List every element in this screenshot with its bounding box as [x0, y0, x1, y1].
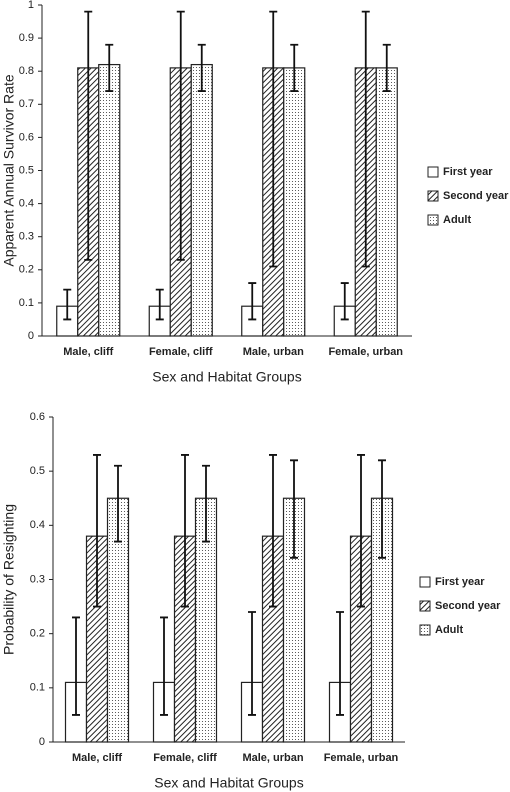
legend-swatch [427, 214, 439, 226]
x-tick-label: Female, urban [328, 346, 403, 358]
y-tick-label: 0.5 [30, 465, 45, 477]
y-tick-label: 0.2 [30, 628, 45, 640]
legend-swatch [427, 190, 439, 202]
x-axis-title: Sex and Habitat Groups [152, 369, 301, 385]
legend-label: Second year [443, 190, 509, 202]
x-tick-label: Male, cliff [72, 752, 122, 764]
bar [283, 67, 306, 337]
y-tick-label: 0.1 [30, 682, 45, 694]
x-tick-label: Male, urban [243, 346, 304, 358]
y-tick-label: 0.4 [30, 519, 45, 531]
y-tick-label: 1 [28, 0, 34, 11]
error-bar [248, 282, 257, 321]
y-tick-label: 0.9 [19, 32, 34, 44]
error-bar [114, 464, 122, 543]
error-bar [93, 454, 101, 608]
y-tick-label: 0.4 [19, 198, 34, 210]
x-tick-label: Male, cliff [63, 346, 113, 358]
y-tick-label: 0.2 [19, 264, 34, 276]
error-bar [336, 611, 344, 716]
y-axis-title: Probability of Resighting [1, 504, 17, 655]
legend-label: Second year [435, 600, 501, 612]
legend-label: First year [435, 576, 485, 588]
y-tick-label: 0 [39, 736, 45, 748]
error-bar [63, 288, 72, 321]
error-bar [202, 464, 210, 543]
error-bar [378, 459, 386, 559]
bar [190, 63, 213, 337]
error-bar [382, 43, 391, 92]
y-tick-label: 0.5 [19, 164, 34, 176]
legend-swatch [419, 576, 431, 588]
error-bar [357, 454, 365, 608]
y-tick-label: 0 [28, 330, 34, 342]
x-tick-label: Male, urban [242, 752, 303, 764]
error-bar [105, 43, 114, 92]
error-bar [160, 616, 168, 716]
legend-swatch [427, 166, 439, 178]
y-tick-label: 0.6 [30, 411, 45, 423]
legend-swatch [419, 624, 431, 636]
bar [375, 67, 398, 337]
error-bar [84, 10, 93, 261]
y-tick-label: 0.8 [19, 65, 34, 77]
error-bar [361, 10, 370, 268]
error-bar [72, 616, 80, 716]
error-bar [181, 454, 189, 608]
error-bar [197, 43, 206, 92]
error-bar [290, 43, 299, 92]
y-tick-label: 0.7 [19, 98, 34, 110]
error-bar [290, 459, 298, 559]
error-bar [269, 10, 278, 268]
error-bar [340, 282, 349, 321]
legend-label: Adult [435, 624, 463, 636]
x-tick-label: Female, urban [324, 752, 399, 764]
legend-label: First year [443, 166, 493, 178]
legend-swatch [419, 600, 431, 612]
y-tick-label: 0.3 [30, 573, 45, 585]
error-bar [248, 611, 256, 716]
legend-label: Adult [443, 214, 471, 226]
y-axis-title: Apparent Annual Survivor Rate [1, 74, 17, 266]
x-axis-title: Sex and Habitat Groups [154, 775, 303, 791]
y-tick-label: 0.6 [19, 131, 34, 143]
y-tick-label: 0.1 [19, 297, 34, 309]
y-tick-label: 0.3 [19, 231, 34, 243]
error-bar [176, 10, 185, 261]
error-bar [269, 454, 277, 608]
x-tick-label: Female, cliff [153, 752, 217, 764]
x-tick-label: Female, cliff [149, 346, 213, 358]
bar [98, 63, 121, 337]
error-bar [155, 288, 164, 321]
